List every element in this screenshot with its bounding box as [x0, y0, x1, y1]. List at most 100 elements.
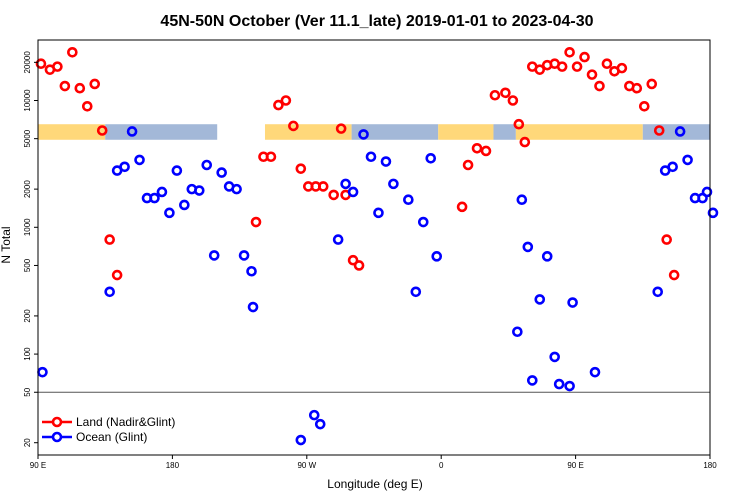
land-point-20: [317, 181, 329, 192]
ocean-point-47: [567, 297, 578, 308]
land-point-31: [500, 87, 511, 99]
ocean-point-42: [534, 294, 546, 305]
legend-label: Ocean (Glint): [76, 430, 147, 444]
x-axis-label: Longitude (deg E): [327, 477, 422, 491]
land-point-53: [661, 234, 672, 245]
chart-title: 45N-50N October (Ver 11.1_late) 2019-01-…: [160, 13, 593, 30]
ocean-point-53: [682, 154, 693, 166]
land-point-47: [616, 62, 628, 74]
x-tick-label: 0: [439, 461, 444, 470]
ocean-point-24: [314, 418, 326, 430]
y-tick-label: 2000: [23, 180, 32, 198]
ocean-point-40: [522, 241, 534, 253]
x-tick-label: 90 W: [297, 461, 316, 470]
legend: Land (Nadir&Glint)Ocean (Glint): [42, 415, 175, 444]
ocean-point-26: [340, 178, 351, 190]
land-point-33: [513, 118, 525, 130]
ocean-point-0: [37, 366, 48, 378]
land-point-16: [288, 120, 299, 132]
plot-frame: [37, 39, 711, 456]
x-tick-label: 180: [703, 461, 717, 470]
band-segment-5: [493, 124, 516, 140]
ocean-point-27: [347, 186, 359, 198]
y-tick-label: 50: [23, 387, 32, 396]
ocean-point-23: [308, 409, 320, 421]
ocean-point-57: [707, 207, 719, 219]
land-point-3: [59, 80, 71, 92]
ocean-point-16: [216, 167, 227, 178]
ocean-point-44: [549, 351, 560, 363]
y-tick-label: 500: [23, 258, 32, 272]
land-point-17: [295, 163, 307, 174]
land-point-43: [586, 69, 598, 80]
y-axis: 20 50 100 200 500 1000 2000 5000 10000 20000: [23, 51, 38, 447]
ocean-point-33: [403, 194, 414, 206]
ocean-point-3: [119, 161, 130, 173]
band-segment-0: [38, 124, 106, 140]
legend-marker: [51, 431, 63, 443]
x-tick-label: 90 E: [567, 461, 583, 470]
ocean-point-20: [246, 265, 257, 277]
land-point-25: [353, 260, 365, 271]
ocean-point-21: [247, 301, 259, 313]
ocean-point-38: [512, 326, 523, 338]
ocean-point-35: [417, 216, 429, 228]
ocean-point-19: [238, 250, 250, 261]
ocean-point-48: [589, 366, 601, 378]
ocean-point-29: [365, 151, 377, 163]
ocean-point-36: [425, 153, 437, 164]
ocean-point-9: [164, 207, 175, 219]
land-point-32: [507, 95, 519, 106]
ocean-point-14: [201, 159, 213, 171]
y-axis-label: N Total: [0, 226, 13, 263]
ocean-point-28: [358, 129, 369, 140]
ocean-point-30: [373, 207, 384, 219]
band-segment-2: [264, 124, 352, 140]
band-segment-3: [351, 124, 439, 140]
ocean-point-15: [208, 250, 220, 261]
land-point-28: [471, 142, 483, 154]
ocean-point-8: [156, 186, 168, 198]
y-tick-label: 1000: [23, 218, 32, 236]
ocean-point-25: [332, 234, 344, 245]
band-segment-6: [515, 124, 643, 140]
ocean-point-7: [149, 192, 160, 204]
land-point-7: [89, 78, 101, 90]
band-segment-1: [105, 124, 218, 140]
ocean-point-37: [431, 251, 443, 262]
x-tick-label: 180: [166, 461, 180, 470]
land-point-41: [571, 61, 583, 72]
ocean-point-18: [231, 183, 242, 195]
data-points: [35, 46, 719, 446]
ocean-point-56: [701, 186, 713, 198]
y-tick-label: 200: [23, 309, 32, 323]
land-point-4: [67, 46, 78, 58]
land-point-36: [534, 64, 546, 75]
x-axis: 90 E 180 90 W 0 90 E 180: [30, 455, 717, 470]
land-point-45: [601, 58, 613, 70]
ocean-point-49: [652, 286, 664, 298]
y-tick-label: 20000: [23, 51, 32, 74]
ocean-point-10: [171, 165, 183, 176]
ocean-point-45: [553, 378, 565, 390]
coverage-band: [38, 124, 710, 140]
land-point-22: [335, 123, 347, 134]
land-point-13: [265, 151, 277, 163]
legend-marker: [51, 416, 63, 428]
ocean-point-32: [388, 178, 399, 190]
land-point-8: [96, 125, 108, 136]
y-tick-label: 100: [23, 347, 32, 361]
ocean-point-46: [564, 380, 575, 392]
land-point-10: [111, 269, 123, 281]
land-point-49: [631, 82, 643, 94]
land-point-11: [250, 216, 262, 228]
band-segment-4: [438, 124, 494, 140]
land-point-27: [462, 159, 474, 171]
y-tick-label: 10000: [23, 89, 32, 112]
ocean-point-5: [134, 154, 145, 166]
y-tick-label: 20: [23, 438, 32, 447]
ocean-point-22: [295, 434, 307, 446]
land-point-54: [668, 269, 680, 281]
land-point-26: [456, 201, 468, 213]
land-point-44: [594, 80, 605, 92]
